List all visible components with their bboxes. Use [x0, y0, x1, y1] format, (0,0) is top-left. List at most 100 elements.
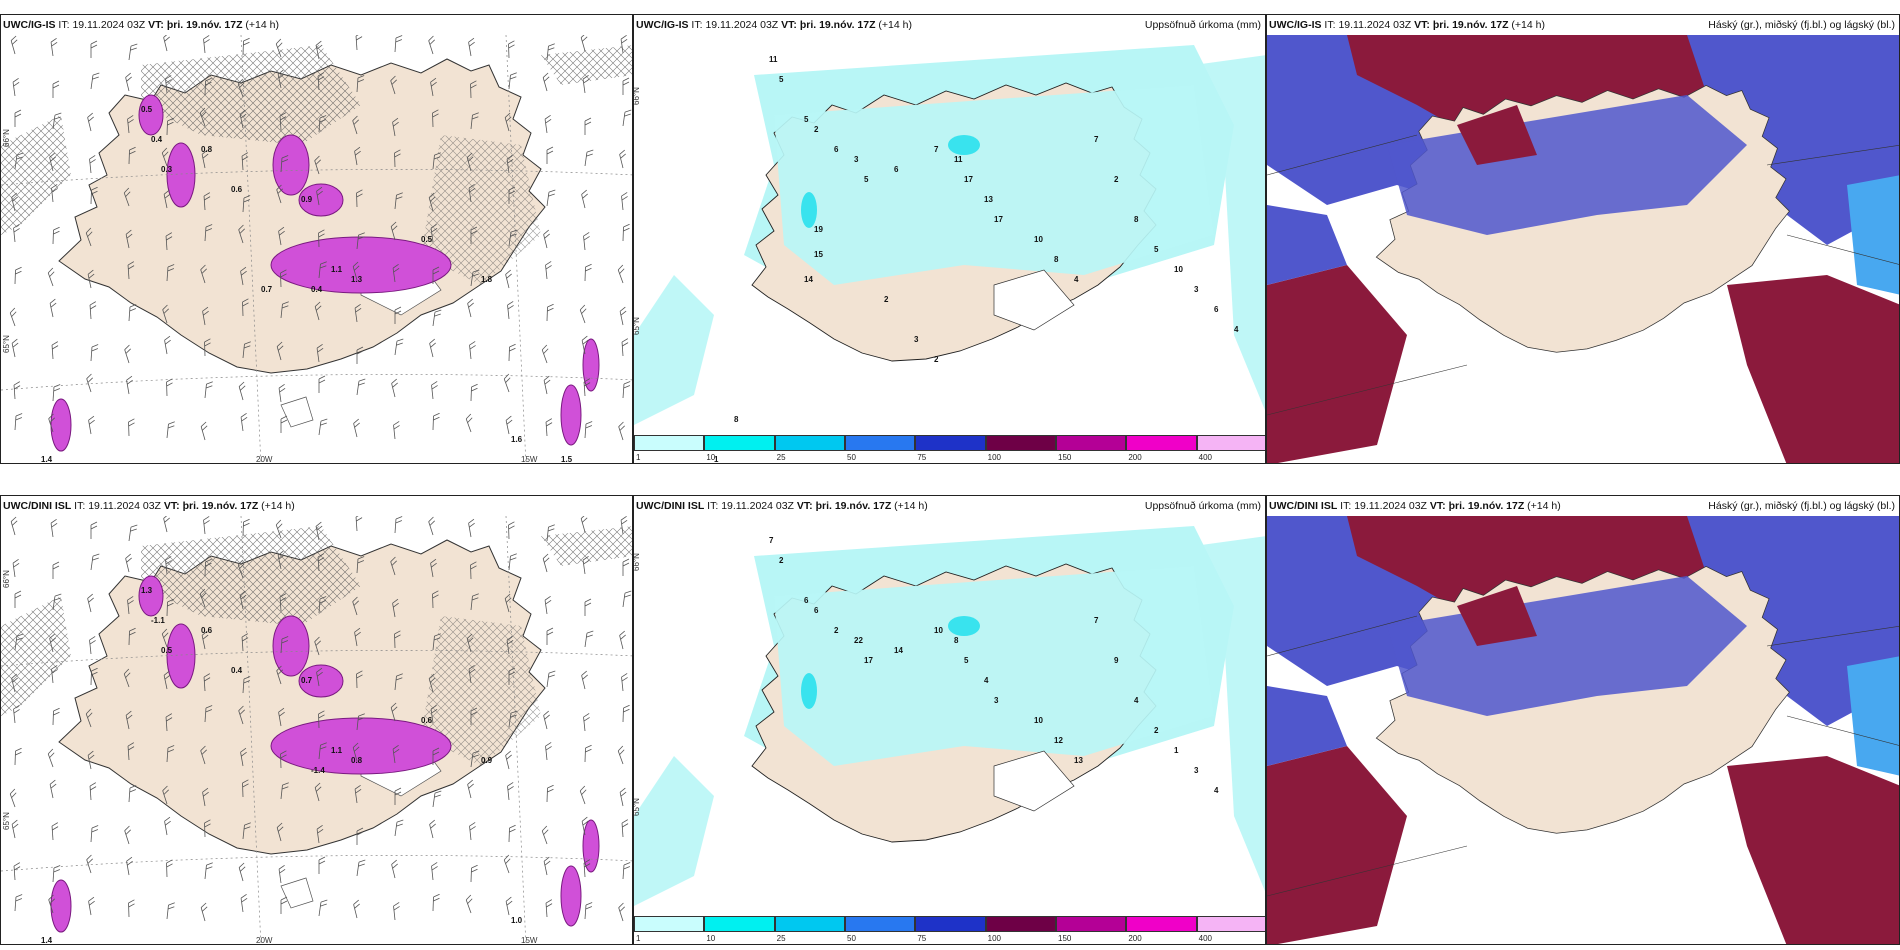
barb-flag: [395, 677, 403, 681]
barb-flag: [356, 674, 363, 679]
barb-shaft: [390, 80, 396, 95]
barb-flag: [88, 273, 95, 279]
barb-shaft: [9, 793, 16, 808]
barb-flag: [280, 754, 287, 759]
value-label: 1.1: [331, 265, 343, 274]
wind-barb: [240, 894, 248, 913]
barb-shaft: [584, 424, 587, 439]
latitude-line: [1, 855, 632, 872]
legend-swatch: [774, 916, 845, 932]
barb-flag: [85, 708, 92, 715]
wind-barb: [128, 899, 135, 918]
barb-shaft: [242, 344, 245, 359]
barb-flag: [167, 906, 175, 910]
barb-shaft: [241, 156, 244, 171]
barb-flag: [472, 593, 479, 597]
barb-flag: [622, 562, 630, 567]
barb-flag: [547, 303, 554, 308]
barb-flag: [433, 897, 440, 902]
wind-barb: [238, 224, 245, 244]
barb-shaft: [11, 678, 16, 693]
value-label: 15: [814, 250, 823, 259]
barb-flag: [165, 556, 172, 561]
barb-flag: [429, 520, 435, 526]
wind-barb: [9, 788, 17, 808]
barb-shaft: [314, 787, 320, 802]
barb-flag: [316, 186, 323, 192]
barb-shaft: [200, 269, 206, 284]
barb-flag: [465, 413, 472, 420]
wind-barb: [241, 152, 249, 171]
barb-flag: [542, 553, 549, 559]
barb-shaft: [239, 595, 244, 610]
barb-flag: [238, 862, 245, 868]
barb-flag: [10, 516, 17, 522]
barb-flag: [352, 742, 359, 748]
wind-barb: [432, 590, 439, 609]
legend-swatch: [845, 916, 916, 932]
wind-barb: [90, 521, 98, 539]
legend-tick: 200: [1128, 453, 1142, 462]
value-label: 9: [1114, 656, 1119, 665]
barb-flag: [281, 155, 289, 159]
barb-shaft: [468, 188, 472, 203]
barb-shaft: [430, 709, 434, 724]
barb-shaft: [165, 560, 168, 575]
wind-barb: [394, 673, 403, 691]
barb-flag: [49, 779, 56, 785]
wind-barb: [470, 593, 479, 611]
value-label: 6: [814, 606, 819, 615]
barb-flag: [125, 829, 131, 835]
barb-flag: [509, 557, 517, 561]
barb-flag: [87, 593, 93, 599]
barb-flag: [278, 554, 285, 560]
wind-barb: [10, 35, 18, 55]
barb-shaft: [87, 598, 92, 613]
snow-blob: [560, 384, 582, 446]
barb-flag: [53, 865, 61, 869]
barb-shaft: [508, 75, 511, 90]
barb-flag: [163, 632, 169, 638]
barb-shaft: [352, 120, 358, 135]
barb-flag: [315, 40, 322, 46]
barb-flag: [168, 902, 175, 906]
wind-barb: [275, 38, 283, 58]
barb-shaft: [199, 593, 206, 608]
wind-barb: [316, 186, 323, 206]
barb-flag: [16, 633, 24, 637]
barb-flag: [318, 229, 325, 234]
value-label: 1.6: [511, 435, 523, 444]
barb-shaft: [543, 861, 548, 876]
barb-flag: [239, 590, 246, 596]
wind-barb: [356, 189, 363, 208]
wind-barb: [124, 344, 131, 364]
barb-flag: [91, 825, 99, 829]
barb-flag: [547, 528, 555, 532]
barb-flag: [469, 345, 476, 350]
barb-flag: [510, 714, 517, 718]
wind-barb: [356, 556, 365, 574]
barb-flag: [544, 233, 550, 239]
wind-barb: [85, 708, 93, 728]
barb-flag: [355, 35, 363, 37]
wind-barb: [280, 896, 288, 914]
snow-blob: [582, 338, 600, 392]
barb-flag: [586, 634, 593, 638]
legend-swatch: [1126, 435, 1197, 451]
barb-flag: [317, 72, 325, 77]
barb-flag: [621, 196, 628, 201]
value-label: 2: [934, 355, 939, 364]
wind-barb: [581, 189, 588, 209]
barb-flag: [353, 265, 360, 271]
barb-flag: [9, 307, 16, 314]
snow-blob: [270, 717, 452, 775]
wind-barb: [163, 670, 171, 690]
barb-shaft: [394, 341, 398, 356]
barb-flag: [508, 521, 515, 526]
wind-barb: [52, 561, 60, 579]
wind-barb: [546, 43, 555, 61]
barb-flag: [203, 192, 211, 197]
barb-flag: [545, 261, 552, 266]
barb-shaft: [201, 635, 206, 650]
wind-barb: [508, 343, 516, 362]
